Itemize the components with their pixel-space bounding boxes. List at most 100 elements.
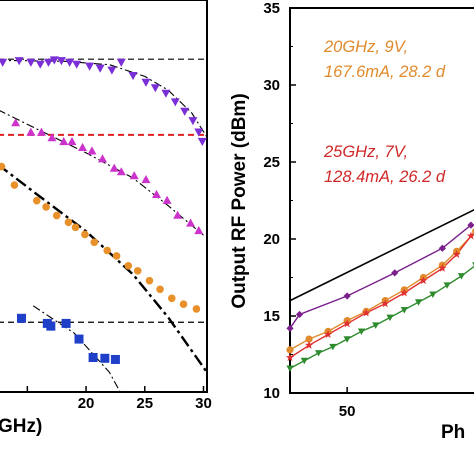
left-series-1-point-8 [98,154,107,163]
left-series-0-point-7 [65,58,75,67]
left-chart-panel: 20 25 30 GHz) [0,0,212,437]
right-y-tick-label-1: 15 [263,308,280,325]
right-data-markers [285,221,474,372]
fit-curve-3 [32,305,121,393]
right-y-axis-label: Output RF Power (dBm) [229,93,250,308]
left-series-2-point-14 [156,285,164,294]
right-series-4-point-6 [372,322,380,329]
left-series-0-point-5 [49,56,59,65]
right-y-tick-label-5: 35 [263,0,280,17]
left-series-2-point-4 [52,211,61,220]
left-series-1-point-4 [59,137,69,146]
right-x-tick-label-0: 50 [339,403,356,420]
left-x-axis: 20 25 30 [26,386,212,412]
left-series-0-point-4 [43,58,53,67]
fit-curve-2 [0,164,208,374]
left-series-0-point-18 [180,107,190,116]
right-series-2-point-1 [305,335,313,343]
left-series-2-point-13 [145,276,154,285]
right-series-4-point-2 [314,350,323,357]
right-series-4-point-0 [286,365,294,372]
left-series-0-point-11 [107,66,117,75]
left-series-1-point-5 [67,137,77,146]
left-series-2-point-17 [192,305,201,313]
right-series-1-point-3 [391,269,399,277]
left-series-0-point-19 [188,117,198,126]
right-x-axis-label: Ph [441,422,465,443]
right-series-1-point-5 [467,221,474,229]
left-series-0-point-10 [95,64,105,73]
left-series-1-point-14 [162,195,172,204]
left-series-0-point-12 [116,58,126,67]
annotation-25ghz-line1: 25GHz, 7V, [323,143,408,161]
right-series-3-point-8 [438,263,447,272]
left-series-3-point-2 [46,321,56,331]
left-series-0-point-2 [26,58,36,67]
right-series-4-point-3 [329,343,337,351]
right-series-1-point-1 [295,310,304,319]
left-series-0-point-6 [56,57,66,66]
right-series-4-point-10 [429,291,437,299]
left-series-2-point-6 [71,223,80,232]
left-series-0-point-0 [0,58,8,67]
left-series-1-point-12 [141,175,151,184]
left-series-2-point-1 [10,181,19,189]
right-series-3-point-9 [452,250,461,258]
right-series-1-point-4 [438,244,446,252]
right-series-line-2 [289,232,474,351]
right-series-line-0 [289,208,474,302]
right-series-4-point-7 [386,314,394,322]
left-series-0-point-16 [161,89,171,98]
left-series-0-point-15 [150,84,160,93]
left-series-1-point-15 [173,210,183,219]
left-series-2-point-7 [81,230,89,239]
left-series-0-point-17 [170,98,180,107]
left-series-3-point-4 [74,334,84,344]
left-x-tick-label-2: 30 [195,395,212,412]
left-series-3-point-6 [100,353,110,363]
right-series-4-point-5 [357,328,366,335]
left-x-tick-label-1: 25 [136,395,153,412]
left-series-2-point-0 [0,162,6,171]
left-series-2-point-2 [32,196,41,205]
left-series-2-point-5 [64,218,73,227]
left-series-0-point-9 [85,62,95,71]
left-series-1-point-6 [78,142,88,151]
left-series-1-point-16 [186,218,196,227]
left-series-1-point-11 [129,171,139,180]
left-series-3-point-0 [16,313,26,323]
right-series-1-point-0 [286,324,294,332]
annotation-20ghz-line1: 20GHz, 9V, [323,38,408,56]
right-series-4-point-4 [343,336,351,343]
right-series-3-point-10 [466,231,474,240]
right-series-4-point-8 [400,306,408,314]
left-series-0-point-20 [194,128,204,137]
right-series-2-point-0 [286,346,294,354]
left-plot-frame [0,0,208,393]
left-series-0-point-3 [35,60,45,69]
left-series-2-point-8 [90,238,99,247]
left-series-1-point-9 [109,163,119,172]
left-x-tick-label-0: 20 [78,395,95,412]
right-y-tick-label-2: 20 [263,231,280,248]
right-series-3-point-1 [304,340,314,349]
left-series-3-point-5 [88,353,98,363]
right-series-3-point-4 [362,308,371,317]
right-series-4-point-9 [414,299,423,306]
right-series-3-point-7 [419,276,428,285]
right-series-3-point-0 [285,353,295,362]
left-series-0-point-13 [128,72,138,81]
right-series-4-point-1 [300,357,308,365]
left-series-2-point-16 [179,300,188,308]
left-fit-curves [0,59,208,393]
left-series-1-point-3 [47,133,57,142]
left-series-3-point-3 [61,318,71,328]
left-series-1-point-10 [116,167,126,176]
left-series-0-point-14 [141,78,151,87]
left-series-0-point-21 [197,137,207,147]
right-series-4-point-12 [457,273,466,280]
left-series-0-point-8 [72,60,82,69]
fit-curve-1 [0,110,204,236]
